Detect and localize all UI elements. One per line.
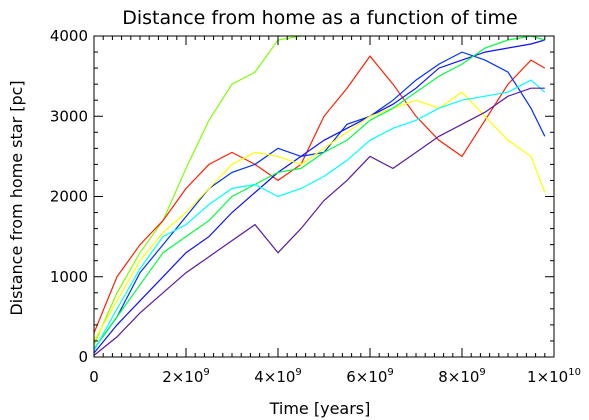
x-tick-label: 6×109 [346, 367, 394, 386]
series-line-2 [93, 55, 546, 334]
y-tick-label: 1000 [50, 268, 88, 286]
x-tick-label: 4×109 [254, 367, 302, 386]
series-line-6 [93, 35, 545, 350]
x-tick-label: 2×109 [162, 367, 210, 386]
series-line-3 [93, 51, 546, 350]
series-line-8 [93, 87, 545, 356]
y-axis-label: Distance from home star [pc] [7, 80, 26, 315]
series-line-5 [93, 91, 546, 342]
y-tick-label: 4000 [50, 27, 88, 45]
y-tick-label: 3000 [50, 107, 88, 125]
y-tick-label: 2000 [50, 188, 88, 206]
series-layer [93, 35, 546, 356]
series-line-1 [93, 35, 302, 346]
x-tick-label: 1×1010 [527, 367, 581, 386]
chart-title: Distance from home as a function of time [122, 7, 517, 29]
series-line-4 [93, 39, 545, 354]
x-axis-label: Time [years] [269, 399, 371, 418]
axis-layer [93, 35, 555, 358]
y-tick-label: 0 [78, 348, 88, 366]
plot-frame [93, 35, 555, 358]
series-line-7 [93, 79, 546, 351]
x-tick-label: 0 [89, 368, 99, 386]
x-tick-label: 8×109 [438, 367, 486, 386]
tick-label-layer: 0 1000 2000 3000 4000 0 2×109 4×109 6×109 8×109 1×… [50, 27, 581, 386]
